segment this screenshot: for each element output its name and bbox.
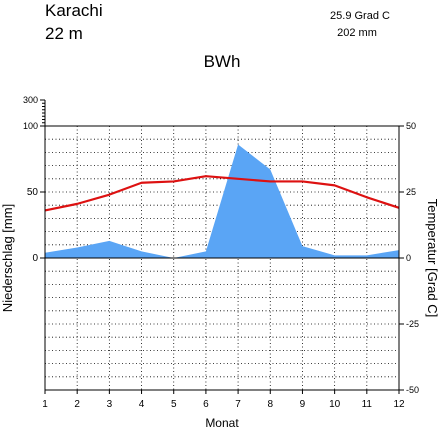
left-tick-label: 0	[32, 253, 38, 264]
x-tick-label: 12	[393, 399, 405, 410]
x-tick-label: 8	[267, 399, 273, 410]
climate-class: BWh	[204, 52, 241, 71]
grid	[45, 126, 399, 390]
precipitation-area	[45, 144, 399, 258]
right-tick-label: 50	[406, 121, 416, 131]
temperature-series	[44, 175, 400, 212]
temperature-line	[44, 175, 400, 212]
x-tick-label: 4	[139, 399, 145, 410]
right-tick-label: -25	[406, 319, 419, 329]
right-tick-label: -50	[406, 385, 419, 395]
x-axis-label: Monat	[205, 416, 239, 430]
x-tick-label: 11	[362, 399, 373, 410]
right-axis-label: Temperatur [Grad C]	[425, 199, 439, 318]
mean-temperature: 25.9 Grad C	[330, 10, 390, 22]
x-tick-label: 5	[171, 399, 177, 410]
precipitation-series	[45, 144, 399, 258]
station-elevation: 22 m	[45, 24, 83, 43]
annual-precipitation: 202 mm	[337, 27, 377, 39]
x-tick-label: 2	[74, 399, 80, 410]
left-tick-label: 100	[23, 121, 38, 131]
x-tick-label: 7	[235, 399, 241, 410]
x-tick-label: 9	[300, 399, 306, 410]
right-tick-label: 25	[406, 187, 416, 197]
left-tick-label: 50	[27, 187, 39, 198]
x-tick-label: 6	[203, 399, 209, 410]
x-tick-label: 1	[42, 399, 48, 410]
left-tick-label: 300	[23, 95, 38, 105]
right-tick-label: 0	[406, 253, 411, 263]
x-tick-label: 3	[107, 399, 113, 410]
x-tick-label: 10	[329, 399, 341, 410]
left-axis-label: Niederschlag [mm]	[0, 204, 15, 312]
station-name: Karachi	[45, 1, 103, 20]
